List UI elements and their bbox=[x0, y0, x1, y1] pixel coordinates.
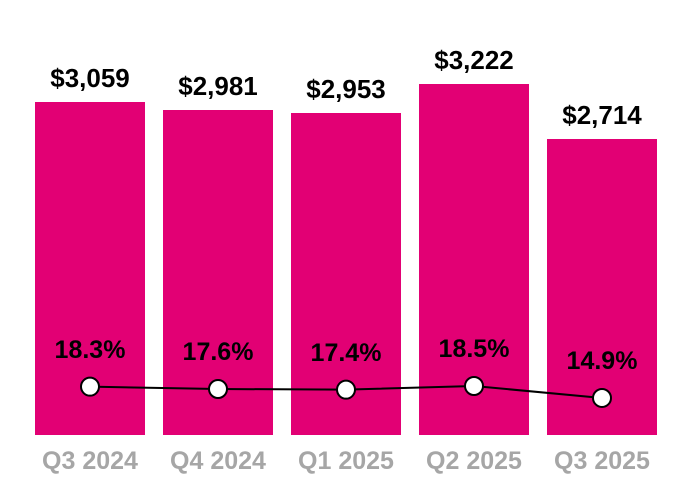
bar-value-label: $2,714 bbox=[562, 100, 642, 130]
bar-value-label: $3,222 bbox=[434, 45, 514, 75]
category-label: Q2 2025 bbox=[426, 447, 522, 475]
bar-value-label: $3,059 bbox=[50, 63, 130, 93]
bar bbox=[291, 113, 401, 435]
category-label: Q3 2025 bbox=[554, 447, 650, 475]
bar bbox=[35, 102, 145, 435]
bar bbox=[547, 139, 657, 435]
bar-value-label: $2,981 bbox=[178, 71, 258, 101]
percent-label: 18.5% bbox=[438, 335, 510, 363]
category-label: Q1 2025 bbox=[298, 447, 394, 475]
bar bbox=[419, 84, 529, 435]
category-label: Q3 2024 bbox=[42, 447, 138, 475]
percent-label: 14.9% bbox=[566, 346, 638, 375]
category-label: Q4 2024 bbox=[170, 447, 266, 475]
percent-label: 17.4% bbox=[310, 338, 382, 367]
percent-label: 18.3% bbox=[54, 335, 126, 364]
bar bbox=[163, 110, 273, 435]
percent-label: 17.6% bbox=[182, 337, 254, 366]
bar-value-label: $2,953 bbox=[306, 74, 386, 104]
